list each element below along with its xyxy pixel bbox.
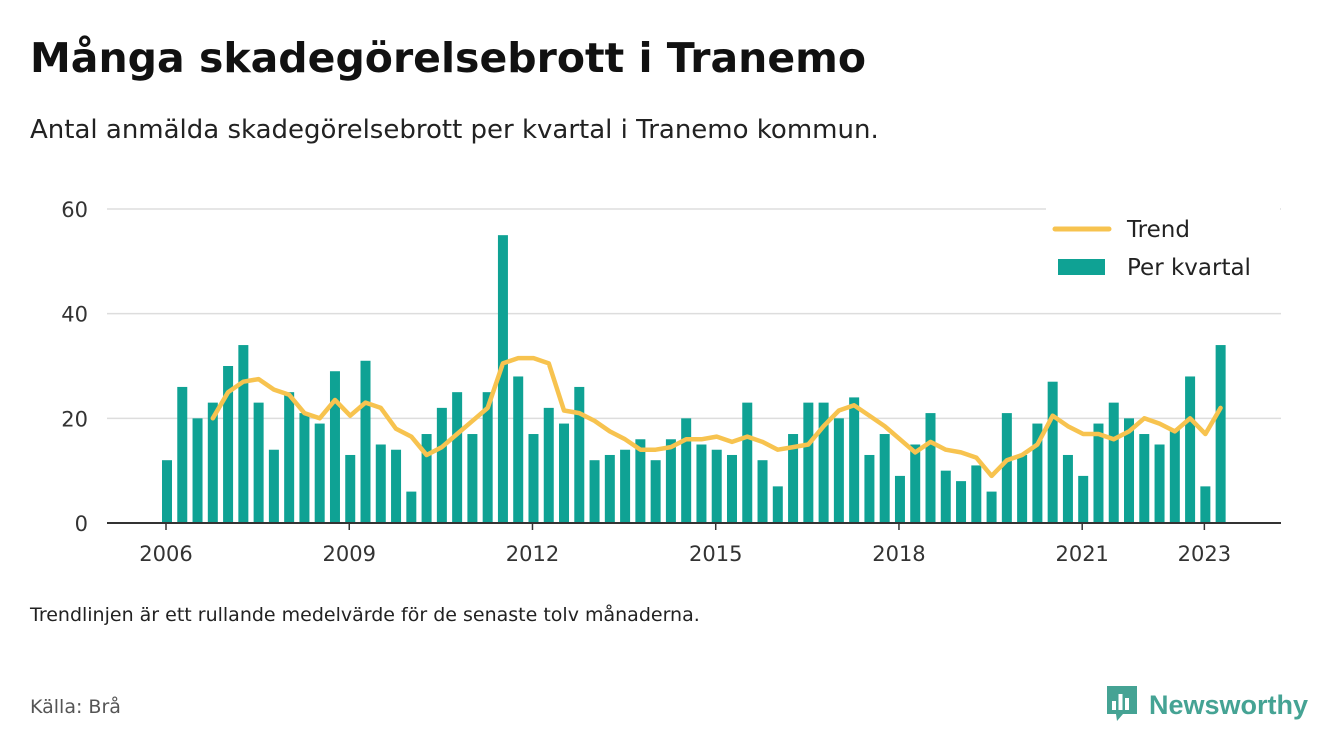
bar — [314, 423, 325, 523]
bar — [589, 460, 600, 523]
bar — [1139, 434, 1150, 523]
brand-name: Newsworthy — [1148, 689, 1308, 720]
bar — [1078, 475, 1089, 523]
bar — [574, 386, 585, 523]
bar — [207, 402, 218, 523]
bar — [757, 460, 768, 523]
bar — [467, 434, 478, 523]
bar — [696, 444, 707, 523]
bar — [1124, 418, 1135, 523]
x-tick-label: 2009 — [323, 542, 376, 566]
bar — [192, 418, 203, 523]
bar — [803, 402, 814, 523]
y-tick-label: 20 — [61, 407, 88, 431]
bar — [894, 475, 905, 523]
bar — [940, 470, 951, 523]
trend-line — [210, 355, 1223, 479]
bar — [482, 392, 493, 523]
bar — [925, 413, 936, 523]
bar — [818, 402, 829, 523]
x-tick-label: 2018 — [872, 542, 925, 566]
legend: Trend Per kvartal — [1046, 208, 1280, 288]
bar — [604, 454, 615, 523]
bar — [284, 392, 295, 523]
bar — [1169, 428, 1180, 523]
bar — [497, 235, 508, 523]
bar — [788, 434, 799, 523]
x-tick-label: 2006 — [139, 542, 192, 566]
trend-note: Trendlinjen är ett rullande medelvärde f… — [30, 604, 700, 626]
bar — [375, 444, 386, 523]
bar — [1032, 423, 1043, 523]
bar — [1093, 423, 1104, 523]
bar — [711, 449, 722, 523]
bar — [391, 449, 402, 523]
bar — [268, 449, 279, 523]
bar — [299, 413, 310, 523]
chart: 0 20 40 60 2006 2009 2012 2015 2018 2021 2023 Tren… — [61, 198, 1281, 566]
bar — [421, 434, 432, 523]
bar — [1185, 376, 1196, 523]
bar — [849, 397, 860, 523]
source-label: Källa: Brå — [30, 696, 121, 718]
bar — [1062, 454, 1073, 523]
bar — [1017, 454, 1028, 523]
bar — [543, 407, 554, 523]
bar — [833, 418, 844, 523]
axes: 0 20 40 60 2006 2009 2012 2015 2018 2021 2023 — [61, 198, 1281, 566]
bar — [528, 434, 539, 523]
bar — [345, 454, 356, 523]
bar — [681, 418, 692, 523]
bar — [971, 465, 982, 523]
bar — [162, 460, 172, 523]
bar — [406, 491, 417, 523]
bar — [1108, 402, 1119, 523]
bar — [635, 439, 646, 523]
chart-subtitle: Antal anmälda skadegörelsebrott per kvar… — [30, 115, 879, 145]
bar — [513, 376, 524, 523]
x-tick-label: 2021 — [1055, 542, 1108, 566]
bar — [864, 454, 875, 523]
x-tick-label: 2012 — [506, 542, 559, 566]
bar — [559, 423, 570, 523]
bar — [742, 402, 753, 523]
trend-series — [210, 355, 1223, 479]
legend-trend-label: Trend — [1126, 217, 1190, 243]
x-tick-label: 2015 — [689, 542, 742, 566]
bar — [910, 444, 921, 523]
bar — [436, 407, 447, 523]
bar — [253, 402, 264, 523]
bar — [452, 392, 463, 523]
bar — [772, 486, 783, 523]
bar — [223, 366, 234, 523]
bar — [1154, 444, 1165, 523]
bar — [726, 454, 737, 523]
bar — [1215, 345, 1226, 523]
bar — [956, 481, 967, 523]
bar — [620, 449, 631, 523]
bar — [1001, 413, 1012, 523]
y-tick-label: 60 — [61, 198, 88, 222]
bar — [1047, 381, 1058, 523]
bar — [238, 345, 249, 523]
bar — [329, 371, 340, 523]
chart-title: Många skadegörelsebrott i Tranemo — [30, 34, 867, 82]
legend-bar-label: Per kvartal — [1127, 255, 1251, 281]
bar-series — [162, 235, 1226, 523]
legend-bar-swatch — [1058, 259, 1105, 275]
x-tick-label: 2023 — [1178, 542, 1231, 566]
bar-chart-logo-icon — [1105, 684, 1139, 726]
bar — [1200, 486, 1211, 523]
bar — [360, 360, 371, 523]
bar — [665, 439, 676, 523]
bar — [879, 434, 890, 523]
y-tick-label: 40 — [61, 303, 88, 327]
bar — [177, 386, 188, 523]
bar — [650, 460, 661, 523]
bar — [986, 491, 997, 523]
y-tick-label: 0 — [75, 512, 88, 536]
newsworthy-logo[interactable]: Newsworthy — [1105, 684, 1308, 726]
